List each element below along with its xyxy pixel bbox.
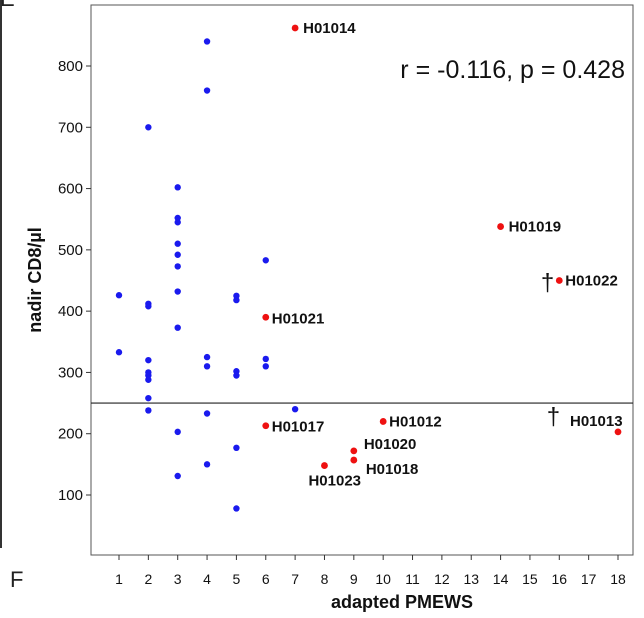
data-point-blue [145,124,152,131]
x-tick-label: 10 [375,571,391,587]
y-tick-label: 400 [58,303,83,320]
point-label: H01013 [570,413,623,430]
x-tick-label: 15 [522,571,538,587]
dagger-marker: † [541,270,554,297]
data-point-blue [262,257,269,264]
left-panel-rule [0,0,2,548]
point-label: H01022 [565,273,618,290]
point-label: H01017 [272,419,325,436]
x-tick-label: 18 [610,571,626,587]
data-point-blue [174,324,181,331]
data-point-blue [145,407,152,414]
x-tick-label: 5 [233,571,241,587]
x-tick-label: 14 [493,571,509,587]
x-tick-label: 13 [463,571,479,587]
y-tick-label: 200 [58,426,83,443]
x-tick-label: 6 [262,571,270,587]
correlation-annotation: r = -0.116, p = 0.428 [400,56,625,84]
data-point-blue [174,219,181,226]
x-axis-label: adapted PMEWS [331,592,473,612]
data-point-blue [145,376,152,383]
data-point-red [350,447,358,455]
data-point-red [614,428,622,436]
data-point-blue [203,363,211,370]
data-point-blue [145,356,152,364]
point-label: H01023 [308,473,361,490]
data-point-blue [203,353,211,361]
x-tick-label: 1 [115,571,123,587]
data-point-blue [262,363,269,370]
data-point-blue [174,251,181,258]
x-tick-label: 9 [350,571,358,587]
data-point-red [497,223,504,230]
data-point-red [291,24,299,32]
data-point-blue [233,296,240,304]
data-point-blue [174,428,181,436]
x-tick-label: 12 [434,571,450,587]
data-point-blue [291,406,299,413]
data-point-blue [145,303,152,310]
point-label: H01019 [509,219,562,236]
data-point-blue [233,505,240,512]
data-point-red [350,456,358,464]
point-label: H01014 [303,20,356,37]
x-tick-label: 4 [203,571,211,587]
plot-frame [90,4,634,556]
data-point-blue [174,184,181,191]
data-point-blue [203,461,211,468]
y-tick-label: 600 [58,181,83,198]
dagger-marker: † [547,403,560,430]
x-tick-label: 8 [321,571,329,587]
x-tick-label: 11 [405,571,420,587]
data-point-red [321,462,328,469]
data-point-blue [233,372,240,379]
y-tick-label: 700 [58,119,83,136]
data-point-red [262,313,270,321]
data-point-blue [145,394,152,402]
point-label: H01018 [366,461,419,478]
y-tick-label: 300 [58,364,83,381]
point-label: H01020 [364,436,417,453]
data-point-red [262,422,270,430]
x-tick-label: 16 [552,571,568,587]
point-label: H01012 [389,413,442,430]
y-tick-label: 500 [58,242,83,259]
data-point-blue [174,472,181,480]
x-tick-label: 3 [174,571,182,587]
x-tick-label: 2 [144,571,152,587]
data-point-blue [115,292,123,299]
data-point-blue [174,263,181,270]
point-label: H01021 [272,310,325,327]
y-tick-label: 800 [58,58,83,75]
data-point-blue [174,240,181,247]
panel-letter-f: F [10,567,24,592]
x-tick-label: 17 [581,571,597,587]
data-point-blue [233,444,240,452]
y-axis-label: nadir CD8/µl [25,227,45,332]
data-point-blue [115,349,123,356]
data-point-blue [203,87,211,94]
data-point-red [555,277,563,284]
data-point-blue [203,38,211,45]
y-tick-label: 100 [58,487,83,504]
panel-letter-e: E [0,0,15,12]
x-tick-label: 7 [291,571,299,587]
data-point-red [379,418,387,425]
data-point-blue [174,288,181,295]
data-point-blue [262,355,269,363]
data-point-blue [203,410,211,417]
